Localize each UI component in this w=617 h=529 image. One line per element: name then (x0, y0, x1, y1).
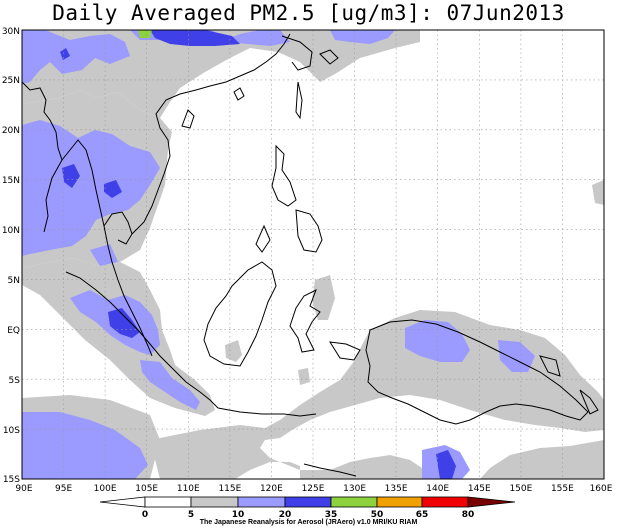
map-title: Daily Averaged PM2.5 [ug/m3]: 07Jun2013 (52, 1, 565, 25)
lon-label: 140E (426, 484, 449, 494)
lat-label: 30N (2, 27, 20, 37)
colorbar-swatch-5-10 (190, 496, 239, 508)
colorbar-swatch-0-5 (144, 496, 192, 508)
lon-label: 90E (15, 484, 32, 494)
lon-label: 105E (135, 484, 158, 494)
pm25-shading (22, 30, 604, 479)
pm25-band-10-20 (22, 30, 535, 479)
colorbar-swatch-50-65 (376, 496, 423, 508)
colorbar-tick: 80 (462, 510, 475, 520)
lon-label: 100E (94, 484, 117, 494)
lat-label: EQ (7, 326, 20, 336)
pm25-band-20-35 (60, 30, 456, 479)
colorbar-swatch-lt0 (99, 496, 146, 508)
lon-label: 130E (343, 484, 366, 494)
coastlines (22, 33, 599, 477)
lon-label: 135E (385, 484, 408, 494)
colorbar-tick: 20 (279, 510, 292, 520)
lon-label: 160E (590, 484, 613, 494)
lon-label: 125E (302, 484, 325, 494)
lat-labels: 30N 25N 20N 15N 10N 5N EQ 5S 10S 15S (2, 27, 20, 485)
colorbar-swatch-35-50 (330, 496, 378, 508)
lat-label: 5N (8, 276, 20, 286)
lon-label: 110E (177, 484, 200, 494)
colorbar-tick: 50 (371, 510, 384, 520)
lat-label: 10N (2, 226, 20, 236)
colorbar-tick: 5 (188, 510, 194, 520)
lon-label: 120E (260, 484, 283, 494)
lat-label: 15N (2, 176, 20, 186)
lon-label: 150E (509, 484, 532, 494)
lon-labels: 90E 95E 100E 105E 110E 115E 120E 125E 13… (15, 484, 612, 494)
lon-label: 95E (55, 484, 72, 494)
colorbar-tick: 10 (232, 510, 245, 520)
lat-label: 15S (3, 475, 20, 485)
colorbar-swatch-gt80 (467, 496, 516, 508)
colorbar-swatch-10-20 (237, 496, 286, 508)
pm25-band-35-50 (138, 30, 152, 38)
colorbar-swatch-20-35 (284, 496, 332, 508)
colorbar-tick: 0 (142, 510, 148, 520)
colorbar (99, 496, 516, 508)
colorbar-ticks: 0 5 10 20 35 50 65 80 (142, 510, 474, 520)
lat-label: 5S (9, 376, 21, 386)
lon-label: 145E (468, 484, 491, 494)
colorbar-tick: 35 (325, 510, 338, 520)
credit-text: The Japanese Reanalysis for Aerosol (JRA… (199, 519, 418, 526)
lat-label: 10S (3, 426, 20, 436)
lon-label: 115E (218, 484, 241, 494)
lat-label: 20N (2, 126, 20, 136)
map-frame (21, 29, 605, 480)
colorbar-swatch-65-80 (421, 496, 469, 508)
colorbar-tick: 65 (416, 510, 429, 520)
lon-label: 155E (551, 484, 574, 494)
lat-label: 25N (2, 76, 20, 86)
